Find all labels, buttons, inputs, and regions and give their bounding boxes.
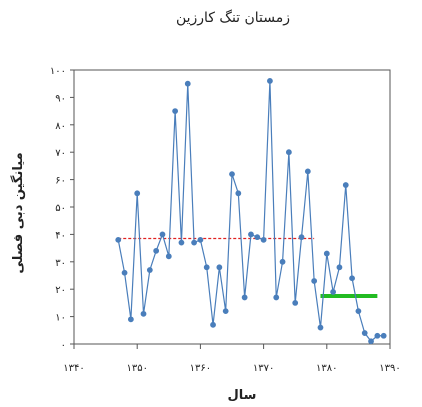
data-point xyxy=(172,108,179,114)
y-tick-label: ۹۰ xyxy=(55,93,66,104)
data-point xyxy=(127,316,134,323)
data-point xyxy=(267,78,273,84)
data-point xyxy=(273,294,280,301)
data-point xyxy=(368,338,374,345)
y-axis-label: میانگین دبی فصلی xyxy=(10,152,26,273)
data-point xyxy=(222,308,229,315)
data-point xyxy=(311,278,318,284)
data-point xyxy=(380,332,387,339)
y-tick-label: ۳۰ xyxy=(55,258,66,269)
data-point xyxy=(134,190,141,197)
y-tick-label: ۱۰۰ xyxy=(50,66,66,77)
series-line xyxy=(117,80,384,343)
data-point xyxy=(210,321,216,328)
data-point xyxy=(115,236,122,243)
data-point xyxy=(184,80,191,87)
data-point xyxy=(285,149,292,156)
x-tick-label: ۱۳۶۰ xyxy=(190,363,211,374)
x-axis-ticks: ۱۳۴۰ ۱۳۵۰ ۱۳۶۰ ۱۳۷۰ ۱۳۸۰ ۱۳۹۰ xyxy=(63,344,401,374)
y-tick-label: ۶۰ xyxy=(55,176,66,187)
plot-area xyxy=(73,69,391,345)
data-point xyxy=(229,171,235,178)
data-point xyxy=(304,168,311,175)
data-point xyxy=(260,236,267,243)
x-tick-label: ۱۳۵۰ xyxy=(126,363,147,374)
data-point xyxy=(197,236,204,243)
data-point xyxy=(146,267,153,273)
data-point xyxy=(203,264,210,271)
data-point xyxy=(292,300,299,306)
x-tick-label: ۱۳۴۰ xyxy=(63,363,84,374)
x-axis-label: سال xyxy=(228,388,257,403)
data-point xyxy=(235,190,242,197)
data-point xyxy=(216,264,223,271)
data-point xyxy=(153,247,160,254)
data-point xyxy=(254,234,261,241)
data-point xyxy=(361,330,368,336)
data-point xyxy=(330,289,337,295)
data-point xyxy=(317,324,324,331)
y-tick-label: ۵۰ xyxy=(55,203,66,214)
data-point xyxy=(165,253,172,260)
data-point xyxy=(241,294,248,301)
data-point xyxy=(178,239,185,246)
y-tick-label: ۰ xyxy=(61,340,66,351)
data-point xyxy=(298,234,305,241)
y-tick-label: ۷۰ xyxy=(55,148,66,159)
y-tick-label: ۸۰ xyxy=(55,121,66,132)
data-point xyxy=(349,275,355,282)
data-point xyxy=(140,310,147,317)
data-point xyxy=(342,182,349,188)
data-point xyxy=(323,250,330,257)
data-point xyxy=(248,231,254,238)
reference-lines xyxy=(118,237,378,299)
data-point xyxy=(374,332,381,339)
x-tick-label: ۱۳۸۰ xyxy=(316,363,337,374)
data-point xyxy=(191,239,197,246)
data-point xyxy=(279,258,286,265)
series xyxy=(115,78,387,345)
data-point xyxy=(159,231,166,238)
data-point xyxy=(355,308,362,315)
y-tick-label: ۲۰ xyxy=(55,285,66,296)
chart-title: زمستان تنگ کارزین xyxy=(176,9,290,26)
x-tick-label: ۱۳۹۰ xyxy=(379,363,400,374)
y-axis-ticks: ۰ ۱۰ ۲۰ ۳۰ ۴۰ ۵۰ ۶۰ ۷۰ ۸۰ ۹۰ ۱۰۰ xyxy=(50,66,74,351)
data-point xyxy=(121,269,128,276)
data-point xyxy=(336,264,343,271)
x-tick-label: ۱۳۷۰ xyxy=(253,363,274,374)
y-tick-label: ۱۰ xyxy=(55,313,66,324)
y-tick-label: ۴۰ xyxy=(55,230,66,241)
